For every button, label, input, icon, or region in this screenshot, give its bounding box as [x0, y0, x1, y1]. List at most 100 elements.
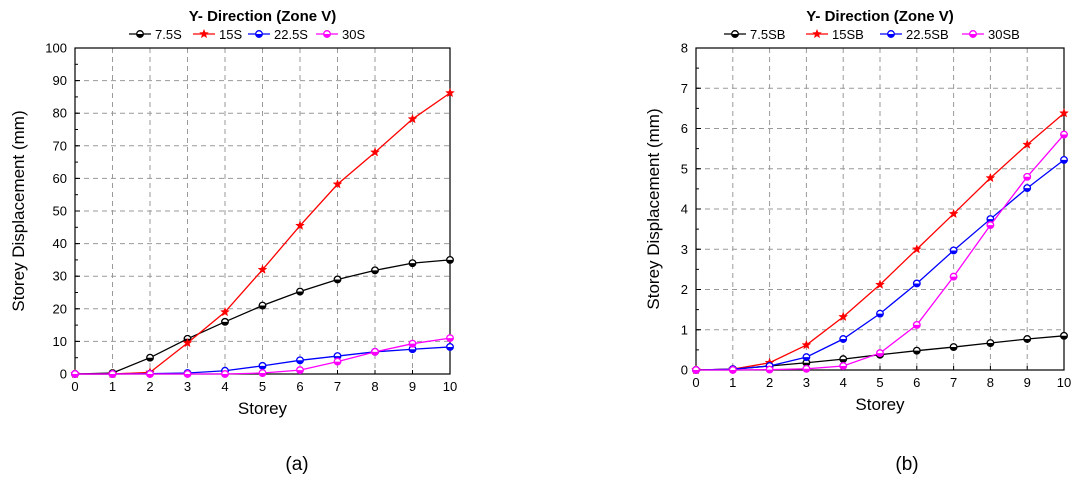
x-tick-label: 5 — [259, 379, 266, 394]
data-point-7.5SB-fill — [1060, 335, 1068, 340]
y-tick-label: 60 — [53, 171, 67, 186]
x-tick-label: 3 — [184, 379, 191, 394]
x-tick-label: 9 — [1024, 375, 1031, 390]
y-tick-label: 1 — [681, 322, 688, 337]
y-tick-label: 2 — [681, 282, 688, 297]
y-axis-label: Storey Displacement (mm) — [644, 108, 663, 309]
x-tick-label: 10 — [1057, 375, 1071, 390]
data-point-7.5S-fill — [371, 270, 379, 274]
data-point-15SB — [875, 279, 885, 289]
grid-lines — [696, 48, 1064, 370]
data-point-15SB — [948, 208, 959, 219]
legend-marker-30S-fill — [323, 34, 331, 38]
data-point-7.5S-fill — [259, 305, 266, 309]
legend-label-30SB: 30SB — [988, 27, 1020, 42]
data-point-7.5S-fill — [146, 357, 154, 361]
legend: 7.5S 15S 22.5S 30S — [129, 27, 365, 42]
x-tick-label: 4 — [840, 375, 847, 390]
y-tick-label: 4 — [681, 202, 688, 217]
y-tick-label: 0 — [681, 363, 688, 378]
y-tick-label: 3 — [681, 242, 688, 257]
x-tick-label: 7 — [950, 375, 957, 390]
y-tick-label: 6 — [681, 121, 688, 136]
data-point-7.5SB-fill — [839, 359, 847, 363]
data-point-30SB-fill — [950, 276, 957, 280]
data-point-30SB-fill — [1023, 176, 1031, 181]
legend-marker-15SB — [812, 28, 822, 39]
x-tick-label: 6 — [296, 379, 303, 394]
data-point-30SB-fill — [692, 370, 700, 374]
data-point-30SB-fill — [729, 370, 737, 374]
x-tick-label: 7 — [334, 379, 341, 394]
legend-marker-15S — [199, 28, 209, 39]
y-tick-label: 80 — [53, 106, 67, 121]
y-tick-label: 8 — [681, 41, 688, 56]
grid-lines — [75, 48, 450, 374]
data-point-30S-fill — [146, 374, 154, 378]
data-point-30S-fill — [109, 374, 116, 378]
data-point-15S — [182, 337, 193, 348]
legend-marker-7.5SB-fill — [731, 34, 739, 38]
data-point-15S — [332, 179, 343, 189]
data-point-7.5S-fill — [334, 279, 341, 283]
data-point-15S — [445, 87, 455, 98]
data-point-22.5S-fill — [409, 349, 416, 353]
data-point-22.5SB-fill — [1060, 159, 1068, 164]
chart-panel-b: 0 1 2 3 4 5 6 7 8 9 10 0 1 2 3 4 5 6 7 8 Y- Direction (Zone … — [644, 8, 1071, 475]
data-point-15S — [220, 306, 230, 317]
y-tick-label: 20 — [53, 301, 67, 316]
data-point-15SB — [985, 172, 996, 183]
x-tick-label: 4 — [221, 379, 228, 394]
y-tick-label: 90 — [53, 73, 67, 88]
x-tick-label: 1 — [109, 379, 116, 394]
x-tick-label: 0 — [692, 375, 699, 390]
series-30S — [71, 334, 454, 378]
data-point-15SB — [1059, 107, 1069, 118]
data-point-30S-fill — [71, 374, 79, 378]
data-point-30SB-fill — [987, 225, 994, 229]
data-point-15SB — [1022, 139, 1033, 149]
data-point-30S-fill — [259, 373, 266, 377]
data-point-22.5SB-fill — [1023, 188, 1031, 192]
legend-label-7.5SB: 7.5SB — [750, 27, 785, 42]
chart-title: Y- Direction (Zone V) — [189, 8, 337, 25]
y-tick-label: 0 — [60, 367, 67, 382]
x-tick-label: 10 — [443, 379, 457, 394]
x-tick-label: 0 — [71, 379, 78, 394]
x-tick-label: 8 — [371, 379, 378, 394]
data-point-15SB — [801, 339, 812, 350]
data-point-30S-fill — [184, 374, 191, 378]
data-point-22.5S-fill — [446, 346, 454, 351]
legend-marker-7.5S-fill — [136, 34, 144, 38]
data-point-15S — [295, 220, 305, 230]
y-tick-label: 70 — [53, 138, 67, 153]
data-point-7.5S-fill — [409, 263, 416, 267]
data-point-7.5S-fill — [446, 259, 454, 264]
legend-label-22.5SB: 22.5SB — [906, 27, 949, 42]
data-point-15S — [257, 264, 268, 274]
x-tick-label: 6 — [913, 375, 920, 390]
y-tick-label: 5 — [681, 161, 688, 176]
x-tick-label: 9 — [409, 379, 416, 394]
legend-label-15SB: 15SB — [832, 27, 864, 42]
x-tick-label: 2 — [146, 379, 153, 394]
legend-marker-22.5S-fill — [255, 34, 263, 38]
y-tick-label: 10 — [53, 334, 67, 349]
y-tick-label: 7 — [681, 81, 688, 96]
y-tick-label: 30 — [53, 269, 67, 284]
chart-title: Y- Direction (Zone V) — [806, 8, 954, 25]
data-point-22.5SB-fill — [913, 283, 921, 287]
data-point-7.5SB-fill — [1023, 339, 1031, 343]
legend-label-22.5S: 22.5S — [274, 27, 308, 42]
data-point-30SB-fill — [1060, 134, 1068, 138]
data-point-30SB-fill — [913, 324, 921, 329]
data-point-30SB-fill — [876, 353, 884, 357]
x-tick-label: 3 — [803, 375, 810, 390]
data-point-30S-fill — [221, 374, 229, 378]
data-point-30S-fill — [334, 361, 341, 365]
data-point-30S-fill — [371, 351, 379, 356]
x-tick-label: 8 — [987, 375, 994, 390]
data-point-7.5SB-fill — [950, 347, 957, 351]
